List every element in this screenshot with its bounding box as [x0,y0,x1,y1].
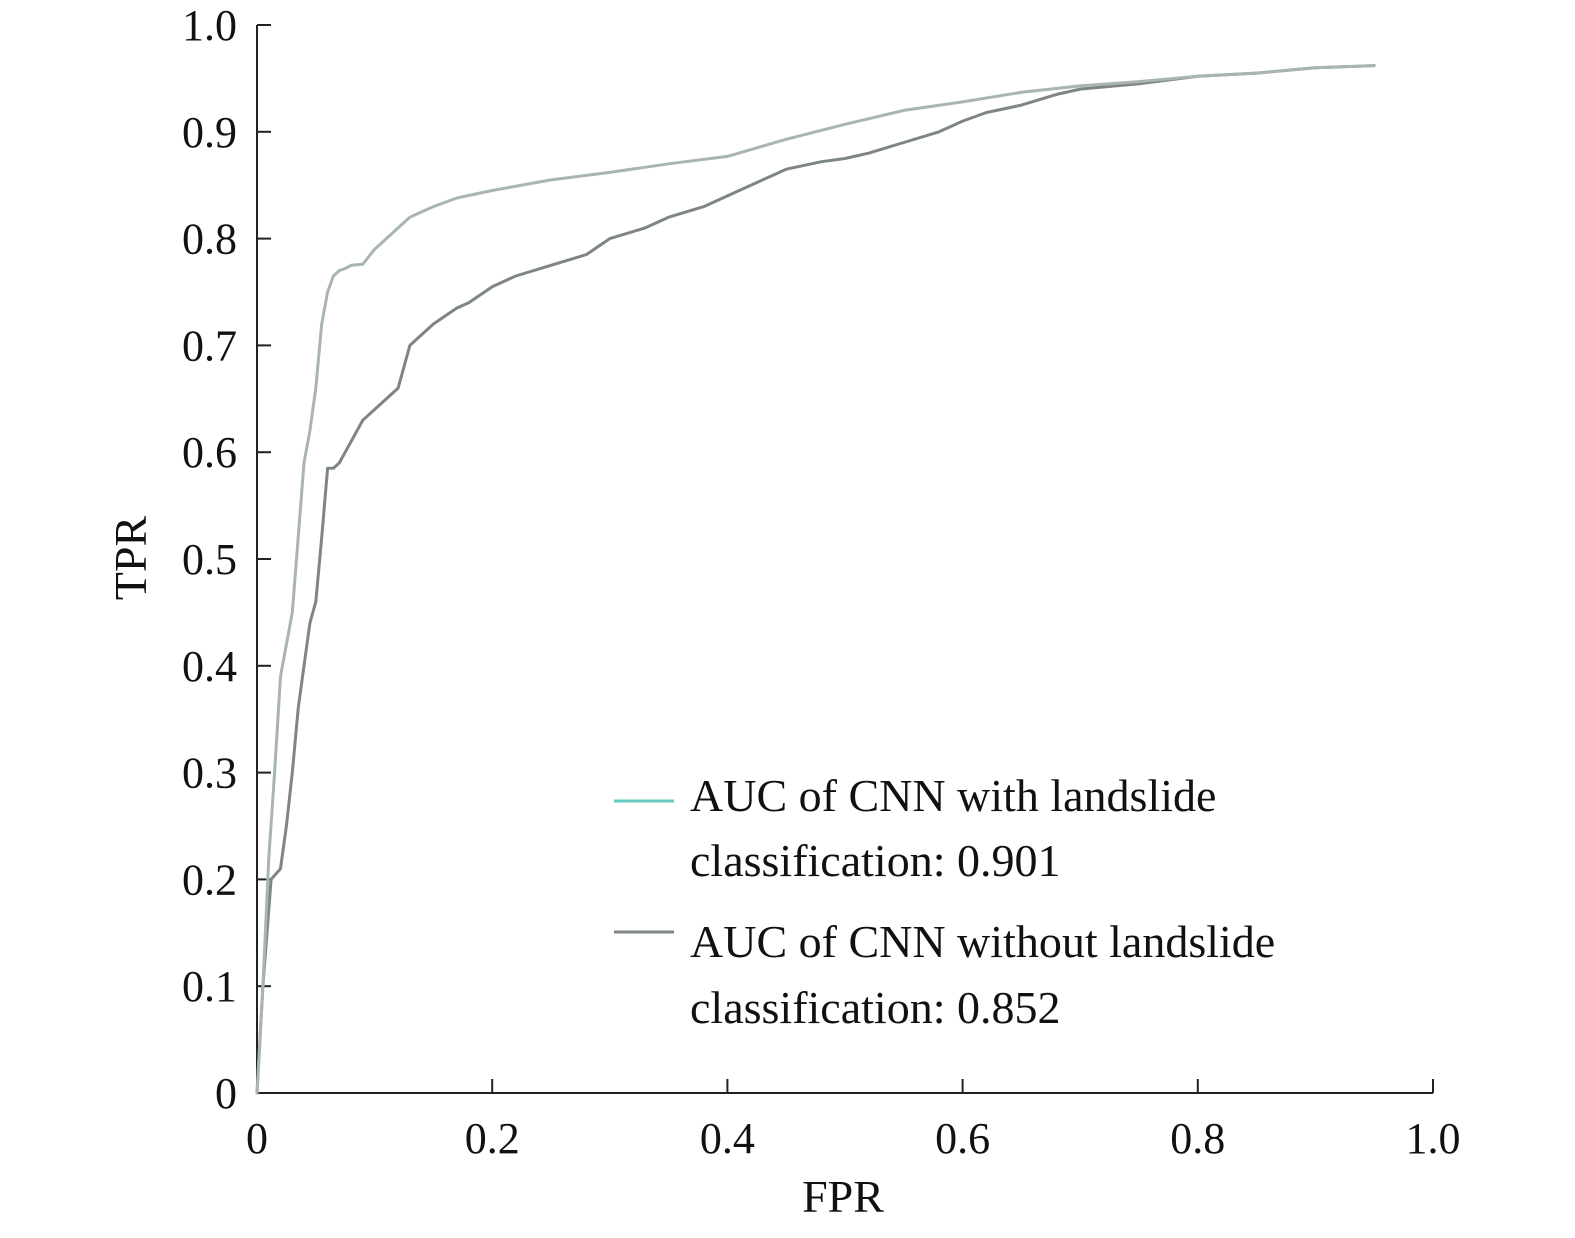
x-tick-label: 1.0 [1406,1114,1461,1163]
y-tick-label: 1.0 [182,1,237,50]
x-tick-label: 0 [246,1114,268,1163]
x-tick-label: 0.4 [700,1114,755,1163]
y-tick-label: 0.1 [182,962,237,1011]
x-tick-label: 0.2 [465,1114,520,1163]
series-line-with-classification [255,64,1376,1095]
y-axis-title: TPR [105,516,156,601]
y-tick-label: 0.8 [182,215,237,264]
y-tick-label: 0.7 [182,321,237,370]
y-tick-label: 0.9 [182,108,237,157]
y-tick-label: 0.5 [182,535,237,584]
x-axis-title: FPR [802,1171,884,1222]
legend-label-without-classification-line1: AUC of CNN without landslide [690,916,1275,967]
series-line-without-classification [255,64,1376,1095]
series-lines [255,64,1376,1095]
y-tick-label: 0 [215,1069,237,1118]
y-tick-label: 0.6 [182,428,237,477]
y-tick-label: 0.2 [182,855,237,904]
y-tick-label: 0.4 [182,642,237,691]
x-axis-ticks: 0 0.2 0.4 0.6 0.8 1.0 [246,1079,1461,1163]
y-axis-ticks: 0 0.1 0.2 0.3 0.4 0.5 0.6 0.7 0.8 0.9 1.0 [182,1,271,1118]
x-tick-label: 0.8 [1170,1114,1225,1163]
legend-label-with-classification-line1: AUC of CNN with landslide [690,770,1216,821]
legend: AUC of CNN with landslide classification… [614,770,1275,1033]
legend-label-with-classification-line2: classification: 0.901 [690,835,1060,886]
x-tick-label: 0.6 [935,1114,990,1163]
y-tick-label: 0.3 [182,749,237,798]
legend-label-without-classification-line2: classification: 0.852 [690,982,1060,1033]
